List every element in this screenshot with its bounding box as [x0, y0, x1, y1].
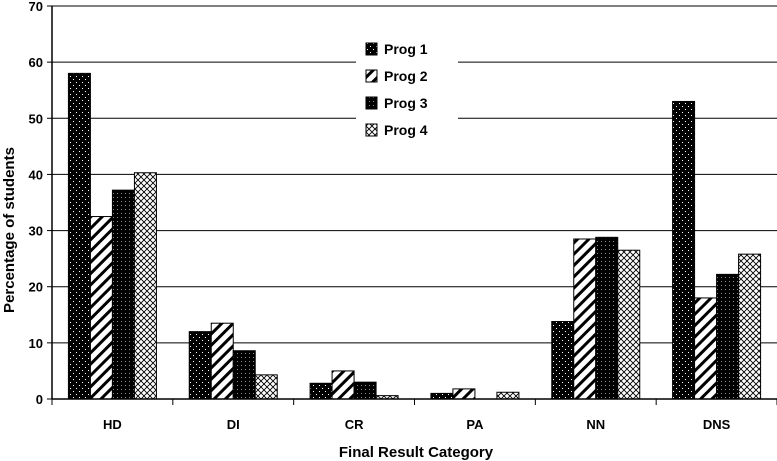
legend-swatch [365, 69, 378, 83]
bar-nn-prog-4 [617, 249, 641, 400]
bar-di-prog-1 [188, 331, 212, 400]
bar-pa-prog-2 [452, 388, 476, 400]
bar-pa-prog-1 [430, 392, 454, 400]
y-tick-label: 10 [29, 336, 43, 351]
y-axis-title: Percentage of students [1, 147, 18, 313]
bar-cr-prog-3 [353, 381, 377, 400]
legend: Prog 1 Prog 2 Prog 3 Prog 4 [356, 35, 458, 145]
bar-hd-prog-1 [67, 72, 91, 400]
legend-swatch [365, 42, 378, 56]
legend-label: Prog 1 [384, 41, 428, 57]
y-tick-label: 0 [36, 392, 43, 407]
bar-cr-prog-2 [331, 370, 355, 400]
y-tick-label: 50 [29, 111, 43, 126]
bar-hd-prog-2 [89, 216, 113, 400]
y-tick-label: 60 [29, 55, 43, 70]
legend-label: Prog 2 [384, 68, 428, 84]
y-tick-label: 40 [29, 167, 43, 182]
legend-label: Prog 3 [384, 95, 428, 111]
bar-di-prog-2 [210, 322, 234, 400]
bar-hd-prog-3 [111, 189, 135, 400]
bar-di-prog-4 [254, 374, 278, 400]
x-axis-ticks: HD DI CR PA NN DNS [51, 399, 777, 432]
bar-di-prog-3 [232, 350, 256, 400]
bar-dns-prog-2 [694, 297, 718, 400]
y-tick-label: 30 [29, 224, 43, 239]
bar-cr-prog-1 [309, 382, 333, 400]
bar-nn-prog-3 [595, 236, 619, 400]
bar-dns-prog-3 [716, 273, 740, 400]
y-tick-label: 70 [29, 0, 43, 14]
legend-label: Prog 4 [384, 122, 428, 138]
bar-nn-prog-2 [573, 238, 597, 400]
x-tick-label: HD [103, 417, 122, 432]
bar-nn-prog-1 [551, 321, 575, 400]
bar-dns-prog-4 [738, 253, 762, 400]
x-axis-title: Final Result Category [339, 444, 494, 461]
legend-swatch [365, 123, 378, 137]
x-tick-label: PA [466, 417, 484, 432]
bar-dns-prog-1 [672, 100, 696, 400]
x-tick-label: DNS [703, 417, 731, 432]
x-tick-label: NN [586, 417, 605, 432]
bars [67, 72, 762, 400]
legend-swatch [365, 96, 378, 110]
bar-hd-prog-4 [133, 172, 157, 400]
x-tick-label: DI [227, 417, 240, 432]
y-axis-ticks: 0 10 20 30 40 50 60 70 [29, 0, 52, 407]
bar-pa-prog-4 [496, 391, 520, 400]
y-tick-label: 20 [29, 280, 43, 295]
x-tick-label: CR [345, 417, 364, 432]
